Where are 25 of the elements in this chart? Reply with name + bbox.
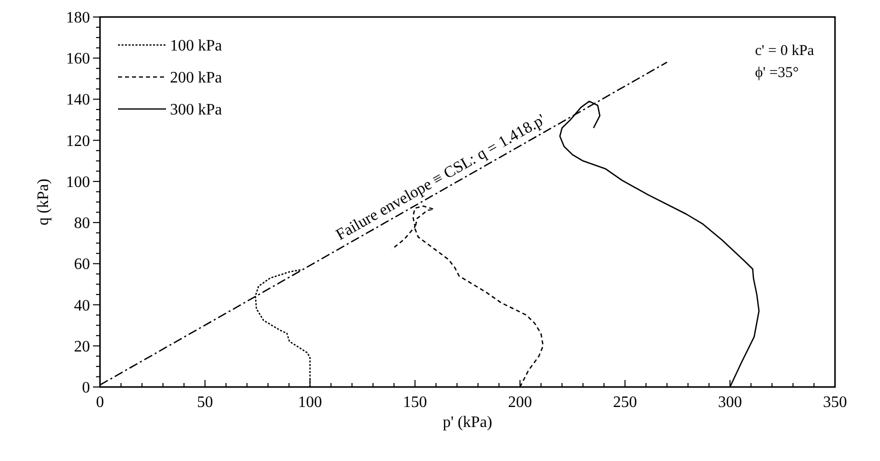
x-tick-label: 200 xyxy=(508,394,532,411)
x-tick-label: 0 xyxy=(96,394,104,411)
x-tick-label: 50 xyxy=(197,394,213,411)
x-tick-label: 300 xyxy=(718,394,742,411)
y-tick-label: 20 xyxy=(74,338,90,356)
y-tick-label: 40 xyxy=(74,297,90,314)
legend-label: 100 kPa xyxy=(170,38,222,54)
y-tick-label: 140 xyxy=(66,92,90,109)
y-tick-label: 100 xyxy=(66,174,90,191)
x-tick-label: 250 xyxy=(613,394,637,411)
y-tick-label: 0 xyxy=(82,380,90,396)
y-axis-title: q (kPa) xyxy=(35,178,52,226)
y-tick-label: 60 xyxy=(74,256,90,274)
legend-label: 200 kPa xyxy=(170,70,222,86)
x-tick-label: 350 xyxy=(823,394,847,411)
y-tick-label: 180 xyxy=(66,10,90,26)
x-axis-title: p' (kPa) xyxy=(442,414,492,431)
y-tick-label: 80 xyxy=(74,215,90,232)
annotation: c' = 0 kPa xyxy=(755,43,814,59)
legend-label: 300 kPa xyxy=(170,102,222,118)
y-tick-label: 160 xyxy=(66,50,90,68)
x-tick-label: 100 xyxy=(298,394,322,411)
x-tick-label: 150 xyxy=(403,394,427,411)
y-tick-label: 120 xyxy=(66,132,90,150)
annotation: ϕ' =35° xyxy=(755,65,799,81)
